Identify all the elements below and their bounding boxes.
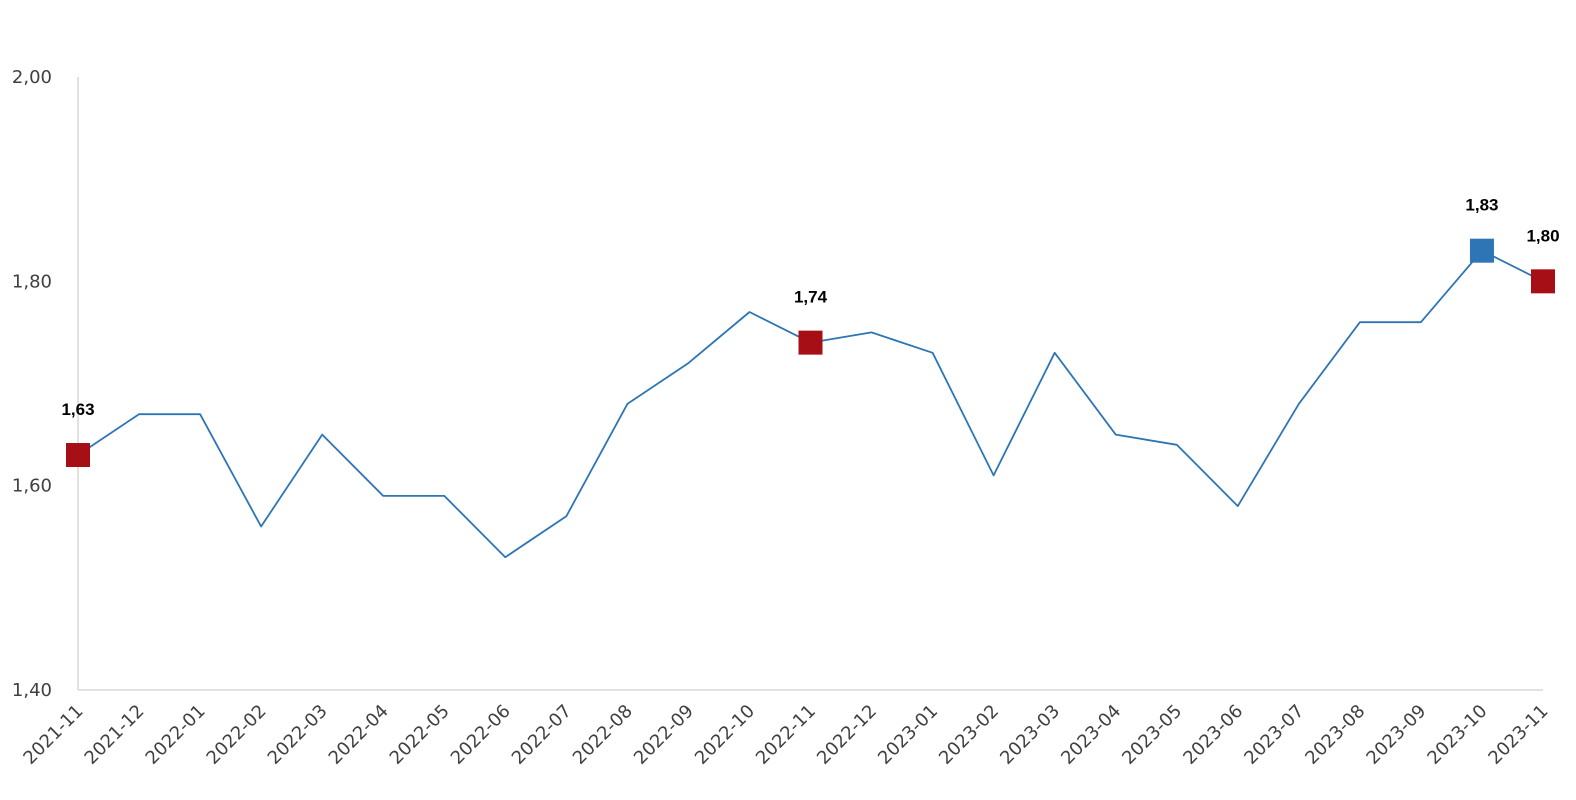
x-tick-label: 2022-08 (569, 701, 637, 769)
y-axis: 1,40 1,60 1,80 2,00 (12, 67, 79, 701)
y-tick-label: 1,80 (12, 271, 52, 292)
x-tick-label: 2022-01 (142, 701, 210, 769)
x-tick-label: 2022-11 (752, 701, 820, 769)
x-tick-label: 2022-10 (691, 701, 759, 769)
x-tick-label: 2022-07 (508, 701, 576, 769)
y-tick-label: 1,40 (12, 680, 52, 701)
highlight-marker (798, 330, 823, 355)
x-tick-label: 2021-11 (19, 701, 87, 769)
x-tick-label: 2023-10 (1423, 701, 1491, 769)
x-tick-label: 2023-09 (1362, 701, 1430, 769)
x-tick-label: 2023-02 (935, 701, 1003, 769)
x-tick-label: 2022-12 (813, 701, 881, 769)
x-axis: 2021-112021-122022-012022-022022-032022-… (19, 689, 1553, 769)
x-tick-label: 2022-04 (325, 701, 393, 769)
x-tick-label: 2021-12 (81, 701, 149, 769)
data-labels: 1,63 1,74 1,83 1,80 (61, 196, 1559, 419)
y-tick-label: 1,60 (12, 476, 52, 497)
x-tick-label: 2022-02 (203, 701, 271, 769)
data-label: 1,74 (794, 288, 828, 307)
highlight-marker (1531, 269, 1555, 294)
x-tick-label: 2022-06 (447, 701, 515, 769)
x-tick-label: 2022-05 (386, 701, 454, 769)
data-label: 1,80 (1526, 226, 1559, 245)
data-label: 1,83 (1465, 196, 1498, 215)
x-tick-label: 2023-01 (874, 701, 942, 769)
x-tick-label: 2023-03 (996, 701, 1064, 769)
x-tick-label: 2023-06 (1179, 701, 1247, 769)
x-tick-label: 2022-09 (630, 701, 698, 769)
x-tick-label: 2022-03 (264, 701, 332, 769)
x-tick-label: 2023-05 (1118, 701, 1186, 769)
x-tick-label: 2023-11 (1484, 701, 1552, 769)
x-tick-label: 2023-08 (1301, 701, 1369, 769)
y-tick-label: 2,00 (12, 67, 52, 88)
data-label: 1,63 (61, 400, 94, 419)
highlight-marker (1469, 238, 1494, 263)
highlight-marker (66, 443, 90, 468)
x-tick-label: 2023-07 (1240, 701, 1308, 769)
x-tick-label: 2023-04 (1057, 701, 1125, 769)
highlighted-markers (66, 238, 1555, 468)
